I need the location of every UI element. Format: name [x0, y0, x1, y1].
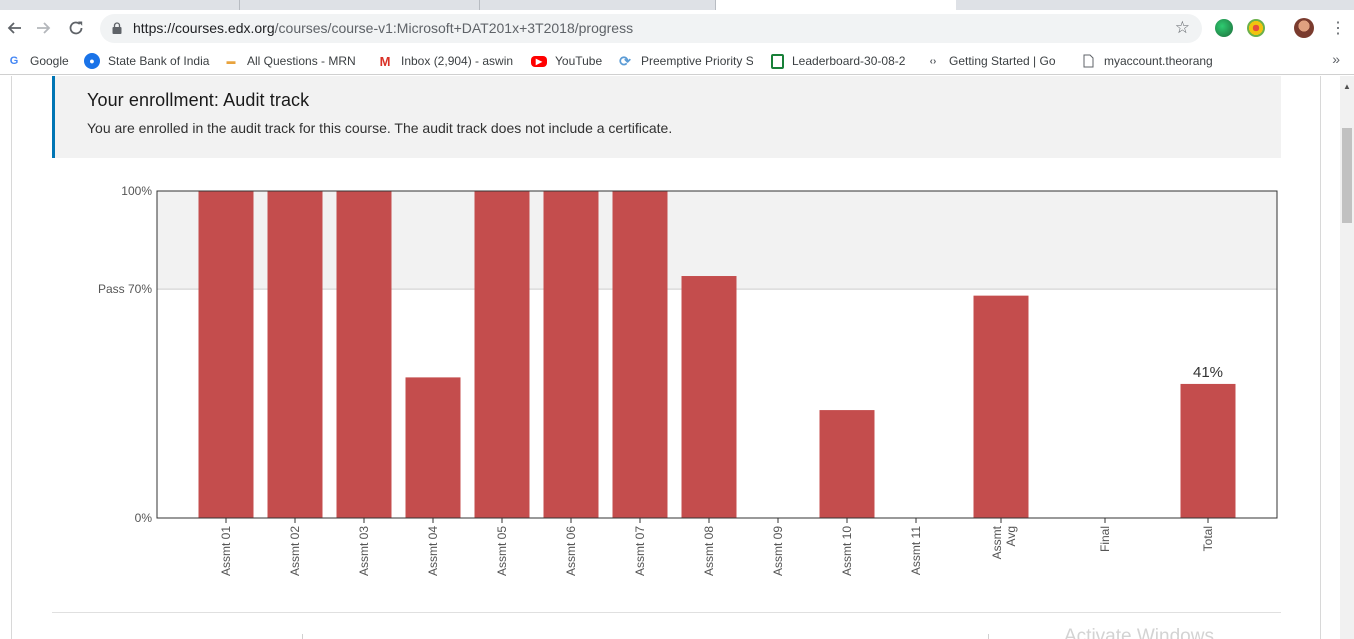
- bookmark-all-questions[interactable]: ▬ All Questions - MRN: [223, 52, 357, 70]
- sync-icon: ⟳: [619, 52, 631, 69]
- bar-assmt-01: [198, 191, 254, 518]
- url-text: https://courses.edx.org/courses/course-v…: [133, 20, 633, 36]
- forward-button[interactable]: [32, 16, 56, 40]
- youtube-icon: ▶: [531, 55, 547, 67]
- bar-assmt-10: [819, 410, 875, 518]
- reload-icon: [69, 21, 83, 35]
- bar-assmt-02: [267, 191, 323, 518]
- x-tick-label: Assmt 02: [288, 526, 302, 576]
- section-divider: [52, 612, 1281, 613]
- extension-globe-icon[interactable]: [1215, 19, 1233, 37]
- page-icon: [1080, 53, 1096, 69]
- web-page: Your enrollment: Audit track You are enr…: [0, 76, 1340, 639]
- url-host: https://courses.edx.org: [133, 20, 275, 36]
- content-border-left: [11, 76, 12, 639]
- extension-color-icon[interactable]: [1247, 19, 1265, 37]
- bookmark-getting-started[interactable]: ‹› Getting Started | Go: [925, 52, 1060, 70]
- bar-assmt-avg: [973, 295, 1029, 518]
- bookmark-youtube[interactable]: ▶ YouTube: [531, 52, 607, 70]
- forward-arrow-icon: [37, 22, 51, 34]
- bar-assmt-08: [681, 276, 737, 518]
- browser-tab[interactable]: [480, 0, 716, 10]
- grade-chart: 0% Pass 70% 100% Assmt 01 Assmt 02 Assmt 03 As…: [98, 184, 1278, 576]
- divider-tick: [302, 634, 303, 639]
- page-scrollbar[interactable]: ▲: [1340, 76, 1354, 639]
- tab-strip: [0, 0, 1354, 10]
- back-arrow-icon: [7, 22, 21, 34]
- code-icon: ‹›: [929, 55, 937, 67]
- x-tick-label: AssmtAvg: [990, 525, 1018, 559]
- divider-tick: [988, 634, 989, 639]
- x-tick-label: Total: [1201, 526, 1215, 551]
- bookmark-google[interactable]: G Google: [6, 52, 76, 70]
- scroll-thumb[interactable]: [1342, 128, 1352, 223]
- x-tick-label: Assmt 05: [495, 526, 509, 576]
- y-tick-label: 0%: [135, 511, 153, 525]
- enrollment-notice: Your enrollment: Audit track You are enr…: [52, 76, 1281, 158]
- data-label: 41%: [1193, 364, 1223, 381]
- x-tick-label: Assmt 10: [840, 526, 854, 576]
- bar-assmt-05: [474, 191, 530, 518]
- x-tick-label: Assmt 06: [564, 526, 578, 576]
- x-tick-label: Assmt 09: [771, 526, 785, 576]
- bar-total: [1180, 383, 1236, 518]
- x-tick-label: Assmt 04: [426, 526, 440, 576]
- bookmark-star-icon[interactable]: ☆: [1174, 18, 1190, 37]
- browser-tab[interactable]: [0, 0, 240, 10]
- scroll-up-arrow-icon[interactable]: ▲: [1343, 82, 1351, 91]
- sbi-icon: ●: [84, 53, 100, 69]
- x-tick-label: Assmt 03: [357, 526, 371, 576]
- url-path: /courses/course-v1:Microsoft+DAT201x+3T2…: [274, 20, 634, 36]
- browser-tab-active[interactable]: [716, 0, 956, 10]
- google-icon: G: [9, 55, 19, 67]
- y-tick-label: 100%: [121, 184, 152, 198]
- bookmarks-bar: G Google ● State Bank of India ▬ All Questi…: [0, 47, 1354, 75]
- plot-frame: [156, 190, 1278, 519]
- x-tick-label: Assmt 01: [219, 526, 233, 576]
- x-tick-label: Assmt 11: [909, 526, 923, 575]
- gmail-icon: M: [379, 53, 391, 69]
- content-border-right: [1320, 76, 1321, 639]
- bar-assmt-03: [336, 191, 392, 518]
- browser-tab[interactable]: [240, 0, 480, 10]
- bookmarks-overflow-icon[interactable]: »: [1332, 51, 1340, 67]
- bar-assmt-06: [543, 191, 599, 518]
- lock-icon: [112, 22, 122, 34]
- x-tick-label: Final: [1098, 526, 1112, 552]
- bar-assmt-07: [612, 191, 668, 518]
- reload-button[interactable]: [64, 16, 88, 40]
- bookmark-myaccount[interactable]: myaccount.theorang: [1080, 52, 1216, 70]
- x-tick-label: Assmt 07: [633, 526, 647, 576]
- address-bar[interactable]: https://courses.edx.org/courses/course-v…: [100, 14, 1202, 43]
- bookmark-icon: ▬: [226, 56, 236, 66]
- bar-assmt-04: [405, 377, 461, 518]
- enrollment-title: Your enrollment: Audit track: [87, 90, 310, 110]
- bookmark-sbi[interactable]: ● State Bank of India: [84, 52, 214, 70]
- sheets-icon: [771, 53, 784, 69]
- x-tick-label: Assmt 08: [702, 526, 716, 576]
- pass-band: [157, 191, 1277, 290]
- enrollment-message: You are enrolled in the audit track for …: [87, 120, 673, 136]
- bookmark-leaderboard[interactable]: Leaderboard-30-08-2: [771, 52, 909, 70]
- chrome-menu-icon[interactable]: ⋮: [1330, 20, 1346, 37]
- bookmark-inbox[interactable]: M Inbox (2,904) - aswin: [377, 52, 514, 70]
- back-button[interactable]: [2, 16, 26, 40]
- bookmark-preemptive[interactable]: ⟳ Preemptive Priority S: [617, 52, 753, 70]
- profile-avatar[interactable]: [1294, 18, 1314, 38]
- browser-toolbar: https://courses.edx.org/courses/course-v…: [0, 10, 1354, 47]
- y-tick-label: Pass 70%: [98, 282, 152, 296]
- windows-watermark: Activate Windows: [1064, 626, 1214, 639]
